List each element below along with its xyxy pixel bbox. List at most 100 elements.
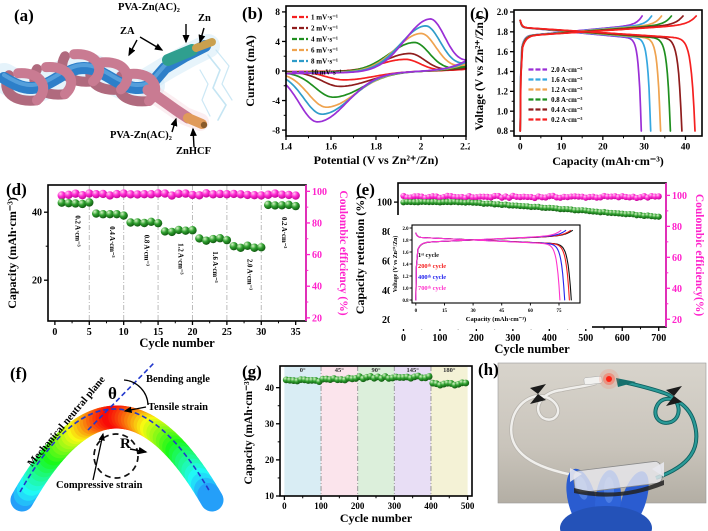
svg-text:Capacity (mAh·cm⁻³): Capacity (mAh·cm⁻³) bbox=[552, 154, 664, 168]
svg-text:10 mV·s⁻¹: 10 mV·s⁻¹ bbox=[311, 69, 342, 77]
svg-text:60: 60 bbox=[528, 309, 534, 314]
svg-text:30: 30 bbox=[265, 419, 275, 429]
svg-text:0.8 A·cm⁻³: 0.8 A·cm⁻³ bbox=[142, 235, 149, 266]
svg-text:6 mV·s⁻¹: 6 mV·s⁻¹ bbox=[311, 47, 338, 55]
svg-text:500: 500 bbox=[578, 333, 593, 344]
panel-label-g: (g) bbox=[242, 362, 262, 381]
svg-text:200: 200 bbox=[351, 501, 365, 511]
svg-text:1.2: 1.2 bbox=[403, 275, 410, 280]
label-pva-zn-ac2-bottom: PVA-Zn(AC)₂ bbox=[110, 130, 172, 141]
svg-text:2.2: 2.2 bbox=[460, 143, 470, 153]
panel-label-h: (h) bbox=[478, 360, 499, 379]
svg-text:1.8: 1.8 bbox=[497, 27, 509, 37]
svg-text:90°: 90° bbox=[371, 367, 381, 374]
svg-text:30: 30 bbox=[471, 309, 477, 314]
svg-text:600: 600 bbox=[615, 333, 630, 344]
svg-text:500: 500 bbox=[461, 501, 475, 511]
svg-text:400: 400 bbox=[424, 501, 438, 511]
svg-text:Coulombic efficiency(%): Coulombic efficiency(%) bbox=[693, 194, 705, 316]
svg-text:2: 2 bbox=[419, 143, 424, 153]
svg-text:1.6 A·cm⁻³: 1.6 A·cm⁻³ bbox=[211, 251, 218, 282]
svg-text:0.2 A·cm⁻³: 0.2 A·cm⁻³ bbox=[551, 117, 582, 124]
svg-text:0: 0 bbox=[415, 309, 418, 314]
svg-text:0.2 A·cm⁻³: 0.2 A·cm⁻³ bbox=[280, 217, 287, 248]
svg-text:100: 100 bbox=[314, 501, 328, 511]
svg-text:1.4: 1.4 bbox=[280, 143, 292, 153]
svg-text:8 mV·s⁻¹: 8 mV·s⁻¹ bbox=[311, 58, 338, 66]
label-theta: θ bbox=[108, 384, 117, 403]
svg-text:1.6: 1.6 bbox=[325, 143, 337, 153]
svg-text:40: 40 bbox=[681, 143, 691, 153]
svg-text:1.8: 1.8 bbox=[370, 143, 382, 153]
bending-strain-illustration bbox=[10, 362, 224, 512]
svg-text:2.0 A·cm⁻³: 2.0 A·cm⁻³ bbox=[246, 259, 253, 290]
svg-text:1.6: 1.6 bbox=[497, 47, 509, 57]
panel-label-f: (f) bbox=[10, 364, 27, 383]
panel-label-c: (c) bbox=[470, 4, 489, 23]
panel-label-d: (d) bbox=[6, 180, 27, 199]
svg-text:Capacity (mAh·cm⁻³): Capacity (mAh·cm⁻³) bbox=[243, 377, 255, 484]
svg-text:2.0: 2.0 bbox=[497, 7, 509, 17]
svg-text:80: 80 bbox=[672, 222, 682, 233]
svg-text:1.2: 1.2 bbox=[497, 87, 509, 97]
panel-h-photo bbox=[478, 360, 708, 531]
label-zn: Zn bbox=[198, 13, 211, 24]
svg-text:40: 40 bbox=[672, 284, 682, 295]
svg-text:8: 8 bbox=[275, 8, 280, 18]
svg-text:400: 400 bbox=[542, 333, 557, 344]
svg-text:20: 20 bbox=[598, 143, 608, 153]
svg-text:200ᵗʰ cycle: 200ᵗʰ cycle bbox=[418, 263, 446, 270]
svg-text:Capacity (mAh·cm⁻³): Capacity (mAh·cm⁻³) bbox=[5, 197, 19, 309]
label-znhcf: ZnHCF bbox=[176, 146, 212, 157]
cv-curves-chart: 1.4 1.6 1.8 2 2.2 -8 -4 0 4 8 Potential (V vs Zn²⁺… bbox=[243, 5, 470, 167]
svg-text:10: 10 bbox=[265, 491, 275, 501]
svg-text:40: 40 bbox=[382, 286, 392, 297]
svg-text:1ˢᵗ cycle: 1ˢᵗ cycle bbox=[418, 252, 439, 259]
svg-text:45: 45 bbox=[499, 309, 505, 314]
svg-text:35: 35 bbox=[291, 327, 301, 338]
svg-text:1.4: 1.4 bbox=[497, 67, 509, 77]
svg-text:45°: 45° bbox=[335, 367, 345, 374]
svg-text:0.2 A·cm⁻³: 0.2 A·cm⁻³ bbox=[74, 215, 81, 246]
svg-text:200: 200 bbox=[469, 333, 484, 344]
svg-text:20: 20 bbox=[187, 327, 197, 338]
svg-text:60: 60 bbox=[382, 256, 392, 267]
svg-text:-8: -8 bbox=[272, 126, 280, 136]
svg-text:80: 80 bbox=[312, 218, 322, 229]
svg-text:0.8: 0.8 bbox=[403, 299, 410, 304]
svg-text:40: 40 bbox=[312, 282, 322, 293]
svg-text:60: 60 bbox=[312, 250, 322, 261]
svg-text:30: 30 bbox=[639, 143, 649, 153]
svg-text:1.4: 1.4 bbox=[403, 263, 410, 268]
svg-text:0: 0 bbox=[401, 333, 406, 344]
svg-text:30: 30 bbox=[256, 327, 266, 338]
svg-text:300: 300 bbox=[388, 501, 402, 511]
svg-text:Current (mA): Current (mA) bbox=[243, 35, 257, 106]
svg-text:0: 0 bbox=[518, 143, 523, 153]
svg-text:20: 20 bbox=[672, 315, 682, 326]
svg-text:1.2 A·cm⁻³: 1.2 A·cm⁻³ bbox=[551, 87, 582, 94]
svg-text:1 mV·s⁻¹: 1 mV·s⁻¹ bbox=[311, 14, 338, 22]
fiber-battery-illustration bbox=[0, 24, 233, 148]
svg-text:2 mV·s⁻¹: 2 mV·s⁻¹ bbox=[311, 25, 338, 33]
svg-text:1.6 A·cm⁻³: 1.6 A·cm⁻³ bbox=[551, 77, 582, 84]
svg-text:10: 10 bbox=[119, 327, 129, 338]
svg-text:0°: 0° bbox=[300, 367, 306, 374]
svg-text:10: 10 bbox=[557, 143, 567, 153]
svg-text:Cycle number: Cycle number bbox=[139, 336, 215, 350]
svg-text:700: 700 bbox=[651, 333, 666, 344]
svg-text:0: 0 bbox=[52, 327, 57, 338]
panel-label-e: (e) bbox=[356, 180, 375, 199]
svg-text:100: 100 bbox=[312, 187, 327, 198]
cycling-stability-chart: 0 100 200 300 400 500 600 700204060801002040608… bbox=[353, 182, 705, 356]
svg-text:100: 100 bbox=[432, 333, 447, 344]
label-compressive-strain: Compressive strain bbox=[56, 480, 143, 491]
svg-text:0.8 A·cm⁻³: 0.8 A·cm⁻³ bbox=[551, 97, 582, 104]
svg-text:20: 20 bbox=[32, 276, 42, 287]
svg-text:Potential (V vs Zn²⁺/Zn): Potential (V vs Zn²⁺/Zn) bbox=[314, 153, 439, 167]
svg-text:400ᵗʰ cycle: 400ᵗʰ cycle bbox=[418, 274, 446, 281]
svg-text:Coulombic efficiency (%): Coulombic efficiency (%) bbox=[337, 190, 349, 315]
svg-text:145°: 145° bbox=[406, 367, 419, 374]
svg-text:700ᵗʰ cycle: 700ᵗʰ cycle bbox=[418, 285, 446, 292]
